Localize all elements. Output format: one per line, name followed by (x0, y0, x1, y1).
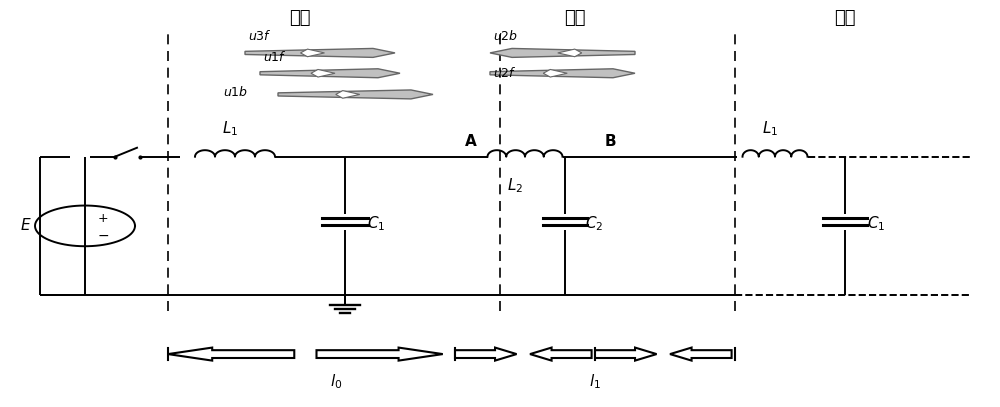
Polygon shape (245, 48, 395, 57)
Polygon shape (490, 69, 635, 78)
Text: $C_1$: $C_1$ (867, 214, 885, 233)
Text: B: B (605, 133, 617, 149)
Text: $u3f$: $u3f$ (248, 29, 272, 43)
Polygon shape (558, 49, 582, 57)
Text: 电缆: 电缆 (289, 9, 311, 27)
Polygon shape (455, 348, 517, 361)
Text: $u1f$: $u1f$ (263, 50, 287, 64)
Text: $L_1$: $L_1$ (222, 120, 238, 138)
Text: $l_0$: $l_0$ (330, 372, 343, 391)
Text: 电缆: 电缆 (834, 9, 856, 27)
Text: $u2b$: $u2b$ (493, 29, 518, 43)
Polygon shape (670, 348, 732, 361)
Text: $C_2$: $C_2$ (585, 214, 603, 233)
Text: +: + (98, 212, 108, 225)
Polygon shape (316, 348, 443, 361)
Polygon shape (530, 348, 592, 361)
Polygon shape (311, 70, 335, 77)
Polygon shape (300, 49, 324, 57)
Text: E: E (20, 219, 30, 233)
Polygon shape (543, 70, 567, 77)
Text: $C_1$: $C_1$ (367, 214, 385, 233)
Text: $L_1$: $L_1$ (762, 120, 778, 138)
Text: $-$: $-$ (97, 228, 109, 242)
Text: $u1b$: $u1b$ (223, 85, 248, 99)
Text: 接头: 接头 (564, 9, 586, 27)
Text: A: A (465, 133, 477, 149)
Text: $l_1$: $l_1$ (589, 372, 601, 391)
Polygon shape (168, 348, 294, 361)
Polygon shape (278, 90, 433, 99)
Polygon shape (490, 48, 635, 57)
Polygon shape (336, 91, 360, 98)
Text: $u2f$: $u2f$ (493, 66, 517, 80)
Polygon shape (260, 69, 400, 78)
Text: $L_2$: $L_2$ (507, 176, 523, 195)
Polygon shape (595, 348, 657, 361)
